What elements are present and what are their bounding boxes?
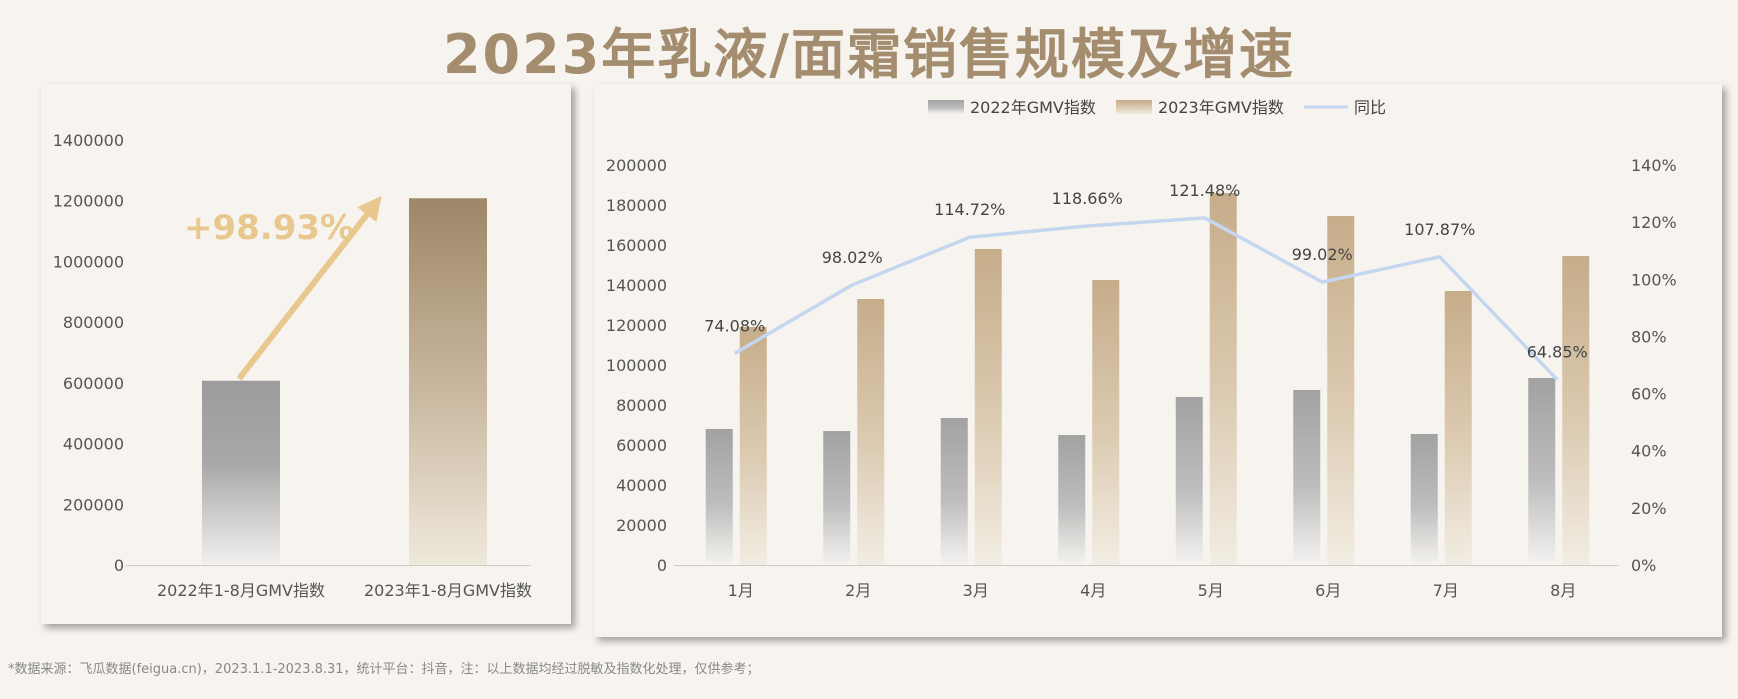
yoy-data-label: 118.66% (1052, 189, 1123, 208)
legend-label-2022: 2022年GMV指数 (970, 98, 1096, 117)
y2-tick-label: 120% (1631, 213, 1677, 232)
y-tick-label: 40000 (616, 476, 667, 495)
yoy-data-label: 98.02% (822, 248, 883, 267)
y-tick-label: 200000 (606, 156, 667, 175)
y2-tick-label: 140% (1631, 156, 1677, 175)
y-tick-label: 100000 (606, 356, 667, 375)
bar-2023-1 (739, 327, 767, 565)
bar-2022-2 (823, 431, 851, 565)
y-tick-label: 600000 (63, 374, 124, 393)
legend-label-yoy: 同比 (1354, 98, 1386, 117)
monthly-gmv-panel: 2022年GMV指数 2023年GMV指数 同比 0 20000 40000 60000 80… (594, 84, 1722, 637)
monthly-gmv-chart: 2022年GMV指数 2023年GMV指数 同比 0 20000 40000 60000 80… (606, 98, 1677, 600)
x-tick-label: 2022年1-8月GMV指数 (157, 581, 325, 600)
y-tick-label: 160000 (606, 236, 667, 255)
y-tick-label: 200000 (63, 495, 124, 514)
yoy-data-label: 107.87% (1404, 220, 1475, 239)
bar-2023-5 (1209, 193, 1237, 565)
bar-2022-6 (1293, 390, 1321, 565)
x-tick-label: 6月 (1315, 581, 1341, 600)
total-gmv-chart: 0 200000 400000 600000 800000 1000000 1200000 1… (53, 131, 532, 600)
yoy-line (733, 216, 1559, 381)
growth-arrow (236, 195, 382, 381)
bar-2022-7 (1410, 434, 1438, 565)
bar-2023-7 (1444, 291, 1472, 565)
bar-2 (409, 198, 487, 565)
y2-tick-label: 20% (1631, 499, 1667, 518)
bar-2023-3 (974, 249, 1002, 565)
x-tick-label: 7月 (1433, 581, 1459, 600)
y-tick-label: 400000 (63, 435, 124, 454)
y-tick-label: 1000000 (53, 252, 124, 271)
yoy-data-label: 99.02% (1292, 245, 1353, 264)
x-tick-label: 2023年1-8月GMV指数 (364, 581, 532, 600)
x-tick-label: 4月 (1080, 581, 1106, 600)
y-tick-label: 20000 (616, 516, 667, 535)
total-gmv-panel: 0 200000 400000 600000 800000 1000000 1200000 1… (41, 84, 571, 624)
bar-2022-4 (1058, 435, 1086, 565)
x-tick-label: 2月 (845, 581, 871, 600)
bar-2023-2 (857, 299, 885, 565)
x-tick-label: 5月 (1198, 581, 1224, 600)
legend-label-2023: 2023年GMV指数 (1158, 98, 1284, 117)
y2-tick-label: 80% (1631, 327, 1667, 346)
bar-2022-3 (940, 418, 968, 565)
yoy-data-label: 121.48% (1169, 181, 1240, 200)
y2-tick-label: 0% (1631, 556, 1656, 575)
bar-2022-8 (1528, 378, 1556, 565)
yoy-data-label: 64.85% (1527, 343, 1588, 362)
data-source-footnote: *数据来源：飞瓜数据(feigua.cn)，2023.1.1-2023.8.31… (8, 662, 760, 677)
y-tick-label: 0 (114, 556, 124, 575)
y-tick-label: 1400000 (53, 131, 124, 150)
y2-tick-label: 60% (1631, 385, 1667, 404)
y-tick-label: 140000 (606, 276, 667, 295)
page-title: 2023年乳液/面霜销售规模及增速 (442, 23, 1295, 86)
bar-1 (202, 380, 280, 565)
yoy-data-label: 74.08% (704, 316, 765, 335)
x-tick-label: 1月 (728, 581, 754, 600)
bar-2022-1 (705, 429, 733, 565)
bar-2023-8 (1562, 256, 1590, 565)
bar-2023-6 (1327, 216, 1355, 565)
y-tick-label: 60000 (616, 436, 667, 455)
y2-tick-label: 40% (1631, 442, 1667, 461)
yoy-data-label: 114.72% (934, 200, 1005, 219)
legend-swatch-2023 (1116, 100, 1152, 114)
x-tick-label: 3月 (963, 581, 989, 600)
y-tick-label: 120000 (606, 316, 667, 335)
y-tick-label: 1200000 (53, 192, 124, 211)
x-tick-label: 8月 (1550, 581, 1576, 600)
bar-2023-4 (1092, 280, 1120, 565)
y-tick-label: 800000 (63, 313, 124, 332)
y-tick-label: 180000 (606, 196, 667, 215)
y2-tick-label: 100% (1631, 270, 1677, 289)
growth-rate-label: +98.93% (184, 208, 354, 248)
y-tick-label: 0 (657, 556, 667, 575)
bar-2022-5 (1175, 397, 1203, 565)
legend-swatch-2022 (928, 100, 964, 114)
y-tick-label: 80000 (616, 396, 667, 415)
